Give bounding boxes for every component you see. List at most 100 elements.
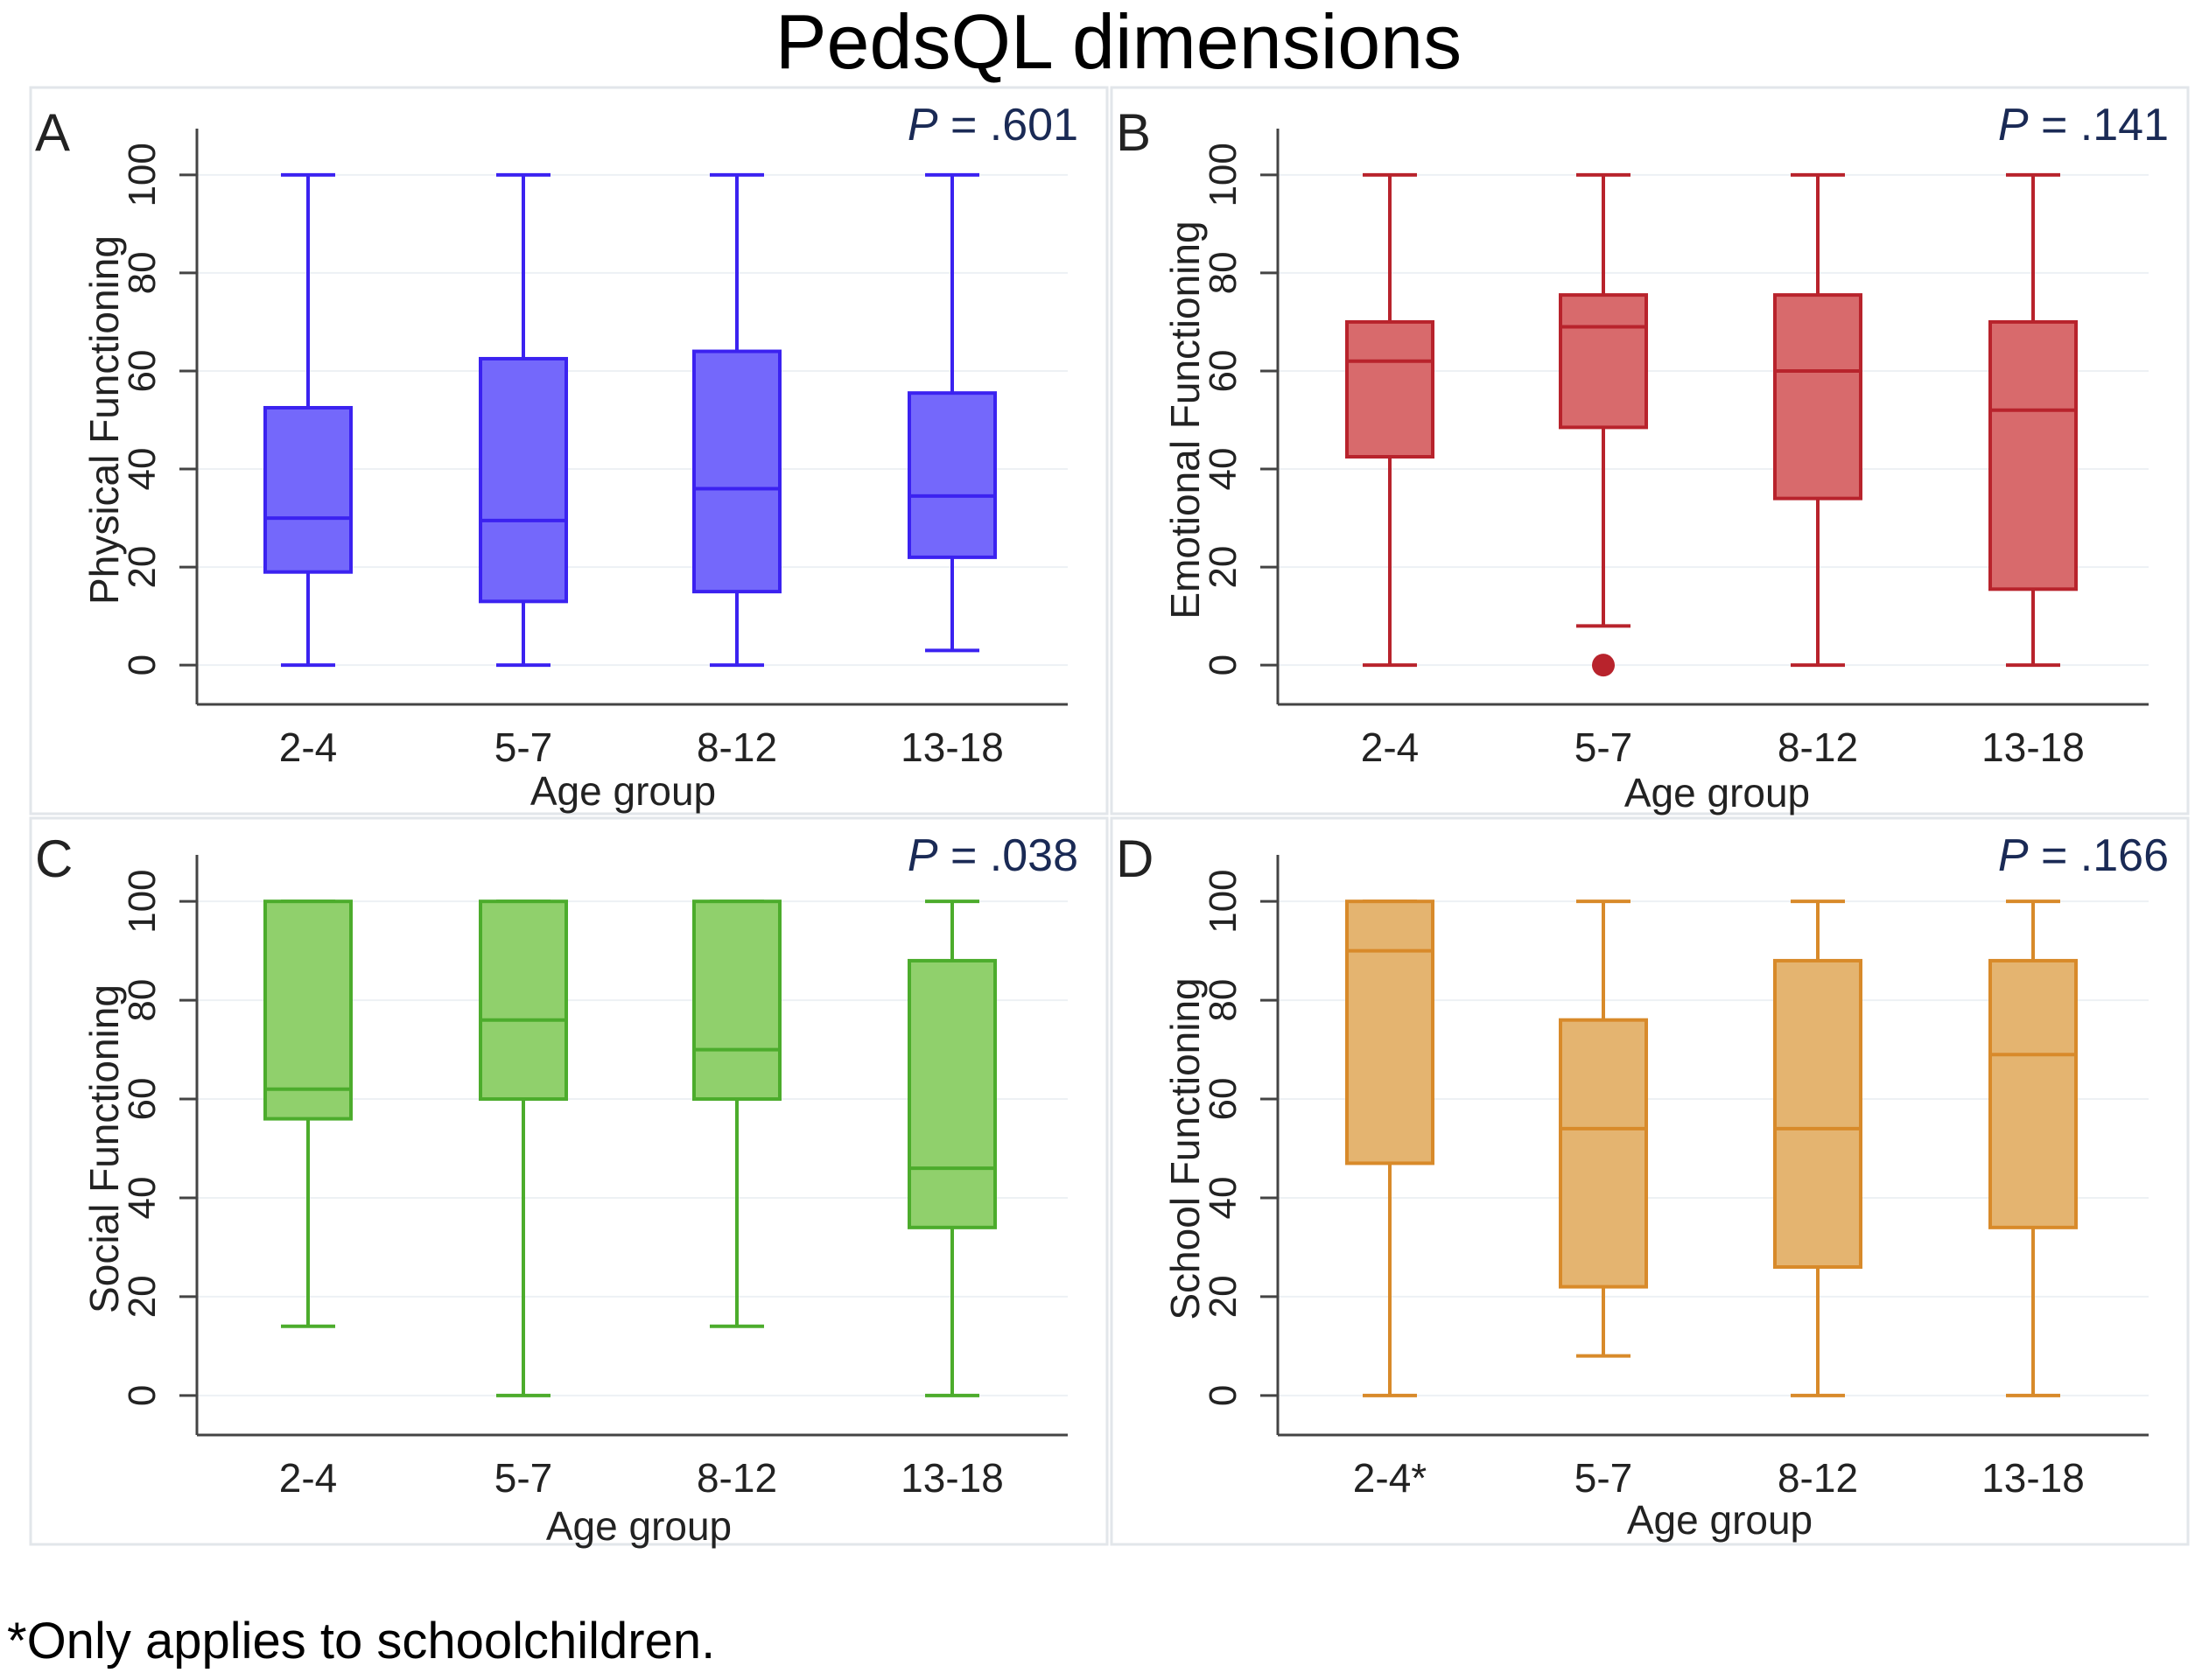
y-tick-label: 80 [1202,251,1245,294]
x-tick-label: 8-12 [1778,1455,1858,1501]
box-2-4 [1345,172,1434,668]
iqr-box [692,900,782,1102]
p-value: P = .141 [1998,100,2169,150]
x-tick-label: 13-18 [1981,724,2085,770]
x-tick-label: 13-18 [1981,1455,2085,1501]
iqr-box [479,356,568,604]
iqr-box [1988,319,2078,592]
box-8-12 [692,172,782,668]
x-tick-label: 2-4 [1361,724,1419,770]
x-tick-label: 13-18 [901,1455,1004,1501]
y-tick-label: 60 [121,349,164,392]
iqr-box [263,405,353,574]
y-tick-label: 40 [121,448,164,491]
y-tick-label: 20 [1202,546,1245,589]
panel-B: 0 20 40 60 80 100 2-4 5-7 8-12 13-18 Emotional Fun… [1110,86,2190,816]
y-tick-label: 100 [121,869,164,933]
x-tick-label: 2-4* [1353,1455,1427,1501]
panel-A: 0 20 40 60 80 100 2-4 5-7 8-12 13-18 Physical Func… [29,86,1109,816]
panel-D: 0 20 40 60 80 100 2-4* 5-7 8-12 13-18 School Funct… [1110,816,2190,1546]
iqr-box [1988,958,2078,1229]
iqr-box [479,900,568,1102]
panel-C: 0 20 40 60 80 100 2-4 5-7 8-12 13-18 Social Functi… [29,816,1109,1549]
iqr-box [1773,958,1862,1270]
outlier-point [1592,654,1615,677]
y-tick-label: 80 [1202,979,1245,1022]
panel-letter: D [1116,830,1154,888]
panel-frame [29,86,1109,816]
y-tick-label: 20 [121,546,164,589]
footnote: *Only applies to schoolchildren. [7,1613,715,1670]
y-tick-label: 40 [1202,448,1245,491]
p-value: P = .038 [908,830,1078,881]
x-tick-label: 5-7 [1574,724,1632,770]
panel-letter: B [1116,103,1151,162]
box-5-7 [1559,172,1648,677]
figure-title: PedsQL dimensions [775,0,1462,85]
x-tick-label: 8-12 [697,1455,777,1501]
box-2-4* [1345,900,1434,1397]
x-tick-label: 5-7 [1574,1455,1632,1501]
iqr-box [1559,1018,1648,1289]
x-tick-label: 5-7 [494,724,552,770]
iqr-box [1345,900,1434,1166]
x-axis-title: Age group [530,768,716,814]
panels: 0 20 40 60 80 100 2-4 5-7 8-12 13-18 Physical Func… [29,86,2190,1549]
iqr-box [1559,293,1648,430]
box-13-18 [1988,900,2078,1397]
box-8-12 [1773,900,1862,1397]
p-value: P = .166 [1998,830,2169,881]
box-5-7 [479,172,568,668]
box-2-4 [263,172,353,668]
y-tick-label: 0 [121,1385,164,1406]
x-tick-label: 5-7 [494,1455,552,1501]
panel-letter: A [35,103,70,162]
y-axis-title: School Functioning [1162,977,1208,1320]
y-tick-label: 80 [121,251,164,294]
x-axis-title: Age group [546,1503,732,1549]
x-axis-title: Age group [1627,1497,1813,1543]
x-tick-label: 2-4 [279,1455,337,1501]
iqr-box [1345,319,1434,459]
y-tick-label: 40 [1202,1176,1245,1219]
y-tick-label: 20 [1202,1275,1245,1318]
y-axis-title: Social Functioning [81,984,127,1313]
iqr-box [692,349,782,594]
x-tick-label: 2-4 [279,724,337,770]
y-tick-label: 0 [1202,654,1245,676]
y-tick-label: 60 [1202,1078,1245,1121]
box-5-7 [1559,900,1648,1358]
iqr-box [1773,293,1862,500]
y-tick-label: 60 [1202,349,1245,392]
x-tick-label: 8-12 [697,724,777,770]
box-13-18 [908,172,997,653]
y-axis-title: Emotional Functioning [1162,220,1208,619]
panel-frame [1110,816,2190,1546]
y-axis-title: Physical Functioning [81,235,127,605]
panel-frame [29,816,1109,1546]
y-tick-label: 80 [121,979,164,1022]
p-value: P = .601 [908,100,1078,150]
box-5-7 [479,900,568,1397]
iqr-box [908,958,997,1229]
iqr-box [263,900,353,1121]
box-13-18 [908,900,997,1397]
box-13-18 [1988,172,2078,668]
iqr-box [908,391,997,559]
y-tick-label: 0 [121,654,164,676]
y-tick-label: 100 [1202,869,1245,933]
y-tick-label: 100 [1202,143,1245,206]
x-tick-label: 13-18 [901,724,1004,770]
x-tick-label: 8-12 [1778,724,1858,770]
x-axis-title: Age group [1624,770,1810,816]
box-2-4 [263,900,353,1328]
panel-letter: C [35,830,73,888]
y-tick-label: 60 [121,1078,164,1121]
panel-frame [1110,86,2190,816]
box-8-12 [692,900,782,1328]
y-tick-label: 20 [121,1275,164,1318]
y-tick-label: 40 [121,1176,164,1219]
y-tick-label: 100 [121,143,164,206]
box-8-12 [1773,172,1862,668]
